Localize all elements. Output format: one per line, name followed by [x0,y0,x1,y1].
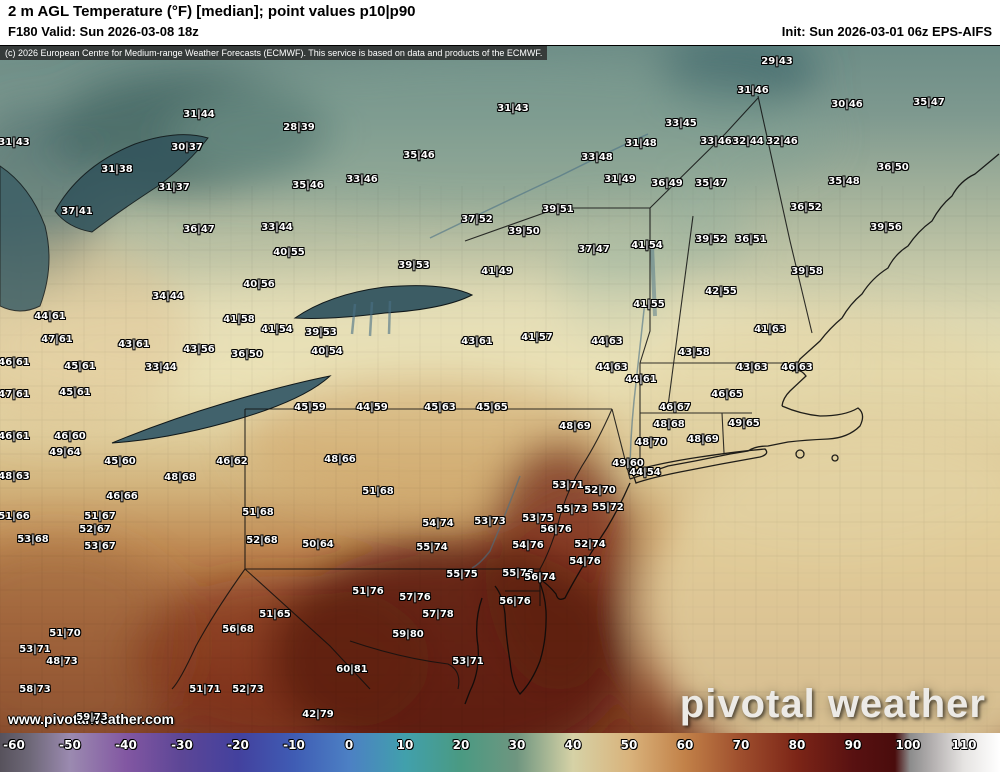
st-lawrence-river [429,133,649,239]
maine-nh-coast [781,153,1000,407]
colorbar-tick-label: 30 [508,738,526,752]
map-graphic [0,46,1000,733]
delmarva-peninsula [494,577,547,695]
colorbar-tick-label: -50 [59,738,81,752]
colorbar-tick-label: 110 [951,738,977,752]
finger-lakes [350,300,392,337]
colorbar-tick-label: 50 [620,738,638,752]
pivotal-weather-logo: pivotal weather [679,682,986,726]
colorbar-tick-label: 10 [396,738,414,752]
colorbar-tick-label: 80 [788,738,806,752]
chesapeake-west-shore [464,597,483,705]
colorbar-tick-label: -30 [171,738,193,752]
colorbar-ticks: -60 -50 -40 -30 -20 -10 0 10 20 30 40 50 60 70 80 90 100… [0,733,1000,772]
colorbar-tick-label: 70 [732,738,750,752]
init-time: Init: Sun 2026-03-01 06z EPS-AIFS [781,24,992,39]
colorbar-tick-label: 100 [895,738,921,752]
valid-time: F180 Valid: Sun 2026-03-08 18z [8,24,199,39]
colorbar-wrap: -60 -50 -40 -30 -20 -10 0 10 20 30 40 50 60 70 80 90 100… [0,733,1000,772]
map-area: (c) 2026 European Centre for Medium-rang… [0,45,1000,733]
nantucket [831,454,839,462]
colorbar-tick-label: -10 [283,738,305,752]
lake-champlain [650,245,657,317]
marthas-vineyard [795,449,805,459]
colorbar-tick-label: 20 [452,738,470,752]
colorbar-tick-label: 90 [844,738,862,752]
map-title: 2 m AGL Temperature (°F) [median]; point… [8,3,416,20]
new-jersey-coast [537,482,631,600]
copyright-notice: (c) 2026 European Centre for Medium-rang… [0,46,548,60]
map-header: 2 m AGL Temperature (°F) [median]; point… [0,0,1000,45]
lake-erie [111,375,332,444]
colorbar-tick-label: 0 [344,738,354,752]
rivers [350,133,657,569]
coastline [464,153,1000,705]
county-lines-texture [0,186,1000,733]
state-borders [171,95,813,690]
colorbar-tick-label: -40 [115,738,137,752]
susquehanna-river [471,475,521,569]
colorbar-tick-label: 40 [564,738,582,752]
colorbar [0,733,1000,772]
colorbar-tick-label: -20 [227,738,249,752]
lake-huron-edge [0,165,50,312]
lakes [0,134,474,444]
long-island [631,448,768,484]
hudson-river [629,300,646,477]
cape-cod [629,405,864,480]
colorbar-tick-label: -60 [3,738,25,752]
watermark-url: www.pivotalweather.com [8,711,174,727]
georgian-bay [54,134,209,233]
colorbar-tick-label: 60 [676,738,694,752]
